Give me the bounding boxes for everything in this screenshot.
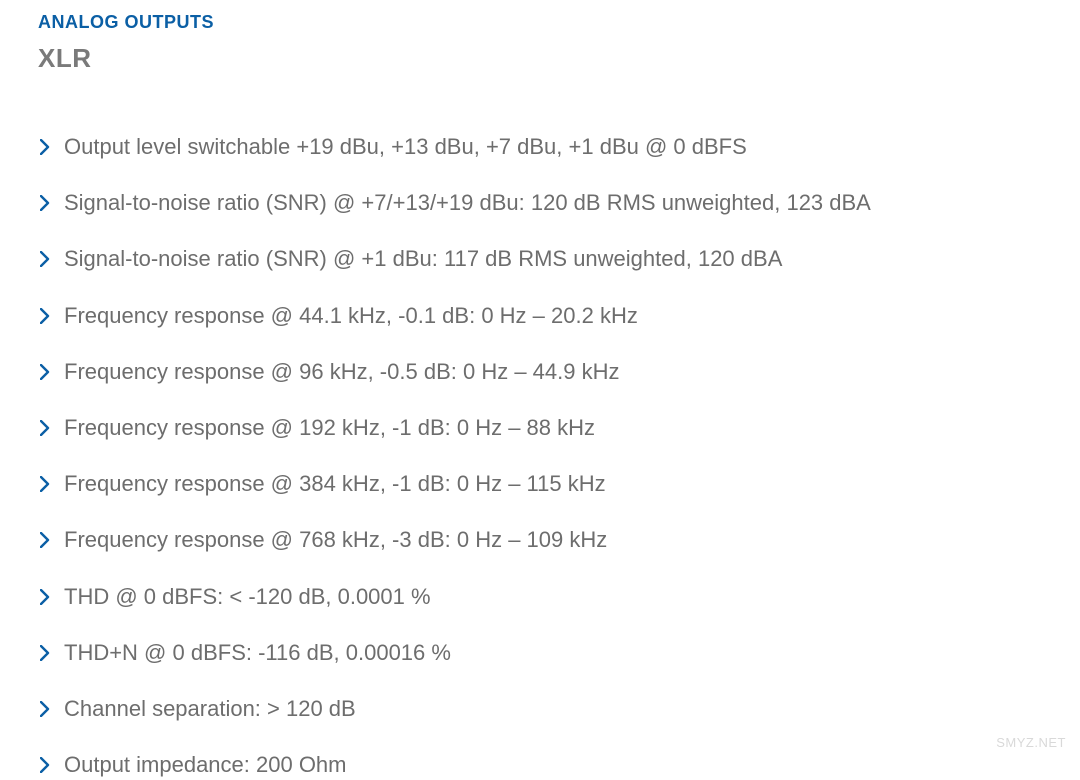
chevron-right-icon	[38, 417, 52, 439]
spec-text: Signal-to-noise ratio (SNR) @ +7/+13/+19…	[64, 188, 871, 218]
spec-list: Output level switchable +19 dBu, +13 dBu…	[38, 132, 1042, 780]
list-item: Signal-to-noise ratio (SNR) @ +1 dBu: 11…	[38, 244, 1042, 274]
sub-title: XLR	[38, 43, 1042, 74]
list-item: Frequency response @ 96 kHz, -0.5 dB: 0 …	[38, 357, 1042, 387]
list-item: Channel separation: > 120 dB	[38, 694, 1042, 724]
chevron-right-icon	[38, 586, 52, 608]
list-item: Output impedance: 200 Ohm	[38, 750, 1042, 780]
spec-text: Frequency response @ 192 kHz, -1 dB: 0 H…	[64, 413, 595, 443]
list-item: Output level switchable +19 dBu, +13 dBu…	[38, 132, 1042, 162]
spec-text: Frequency response @ 96 kHz, -0.5 dB: 0 …	[64, 357, 619, 387]
chevron-right-icon	[38, 248, 52, 270]
chevron-right-icon	[38, 136, 52, 158]
list-item: Frequency response @ 44.1 kHz, -0.1 dB: …	[38, 301, 1042, 331]
list-item: THD @ 0 dBFS: < -120 dB, 0.0001 %	[38, 582, 1042, 612]
spec-text: Output impedance: 200 Ohm	[64, 750, 347, 780]
spec-text: Frequency response @ 44.1 kHz, -0.1 dB: …	[64, 301, 638, 331]
spec-text: THD+N @ 0 dBFS: -116 dB, 0.00016 %	[64, 638, 451, 668]
list-item: Frequency response @ 768 kHz, -3 dB: 0 H…	[38, 525, 1042, 555]
chevron-right-icon	[38, 473, 52, 495]
watermark-text: SMYZ.NET	[996, 735, 1066, 750]
spec-text: THD @ 0 dBFS: < -120 dB, 0.0001 %	[64, 582, 431, 612]
list-item: Signal-to-noise ratio (SNR) @ +7/+13/+19…	[38, 188, 1042, 218]
section-title: ANALOG OUTPUTS	[38, 12, 1042, 33]
spec-text: Frequency response @ 384 kHz, -1 dB: 0 H…	[64, 469, 606, 499]
chevron-right-icon	[38, 529, 52, 551]
chevron-right-icon	[38, 305, 52, 327]
chevron-right-icon	[38, 192, 52, 214]
spec-text: Output level switchable +19 dBu, +13 dBu…	[64, 132, 747, 162]
chevron-right-icon	[38, 698, 52, 720]
list-item: Frequency response @ 192 kHz, -1 dB: 0 H…	[38, 413, 1042, 443]
list-item: THD+N @ 0 dBFS: -116 dB, 0.00016 %	[38, 638, 1042, 668]
spec-text: Signal-to-noise ratio (SNR) @ +1 dBu: 11…	[64, 244, 782, 274]
list-item: Frequency response @ 384 kHz, -1 dB: 0 H…	[38, 469, 1042, 499]
spec-text: Frequency response @ 768 kHz, -3 dB: 0 H…	[64, 525, 607, 555]
chevron-right-icon	[38, 361, 52, 383]
chevron-right-icon	[38, 642, 52, 664]
spec-text: Channel separation: > 120 dB	[64, 694, 356, 724]
chevron-right-icon	[38, 754, 52, 776]
